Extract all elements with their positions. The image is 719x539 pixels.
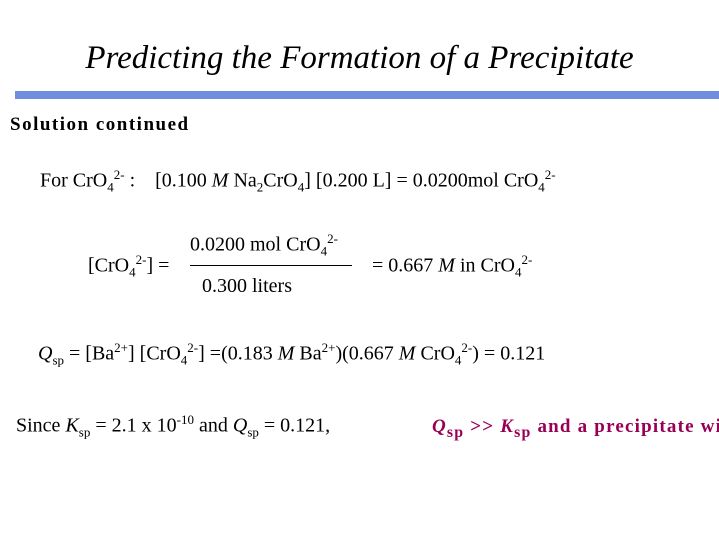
text-segment: 4 [297,179,305,195]
text-segment: For CrO [40,169,108,192]
text-segment: ] [0.200 L] = 0.0200mol CrO [304,169,539,192]
text-segment: 2- [113,167,125,182]
text-segment: Na [228,169,257,192]
text-segment: Q [232,414,248,437]
equation: For CrO42- : [0.100 M Na2CrO4] [0.200 L]… [40,167,556,196]
text-segment: sp [446,423,465,441]
text-segment: Q [38,342,53,365]
text-segment: 2- [327,231,338,246]
text-segment: Q [432,416,447,437]
text-segment: sp [78,424,91,440]
text-segment: = 2.1 x 10 [90,414,177,437]
text-segment: M [277,342,295,365]
text-segment: CrO [415,342,455,365]
equation: [CrO42-] = [88,252,169,281]
text-segment: 2+ [114,340,129,355]
text-segment: CrO [263,169,298,192]
text-segment: 0.0200 mol CrO [190,233,321,256]
text-segment: K [500,416,515,437]
text-segment: 2- [544,167,556,182]
subtitle: Solution continued [10,114,190,135]
text-segment: Ba [294,342,322,365]
text-segment: sp [247,424,259,440]
text-segment: and [193,414,233,437]
text-segment: M [438,254,455,277]
text-segment: Since [16,414,66,437]
fraction-bar [190,265,352,266]
slide-title: Predicting the Formation of a Precipitat… [85,40,634,76]
text-segment: 4 [538,179,545,195]
text-segment: 0.300 liters [202,275,292,297]
text-segment: >> [464,416,501,437]
text-segment: sp [514,423,532,441]
text-segment: 4 [514,264,522,280]
title-rule [15,91,719,99]
equation: Qsp = [Ba2+] [CrO42-] =(0.183 M Ba2+)(0.… [38,340,545,369]
text-segment: M [398,342,416,365]
text-segment: ) = 0.121 [472,342,546,365]
text-segment: ] = [146,254,170,277]
text-segment: 2 [256,179,264,195]
text-segment: 4 [180,352,188,368]
numerator: 0.0200 mol CrO42- [190,231,338,260]
text-segment: = [Ba [64,342,115,365]
text-segment: = 0.667 [372,254,439,277]
text-segment: 4 [454,352,462,368]
text-segment: in CrO [454,254,515,277]
text-segment: -10 [176,412,194,427]
text-segment: [CrO [88,254,130,277]
equation: Since Ksp = 2.1 x 10-10 and Qsp = 0.121, [16,412,330,441]
text-segment: 2+ [321,340,336,355]
text-segment: = 0.121, [258,414,331,437]
text-segment: 2- [135,252,147,267]
text-segment: sp [52,352,65,368]
conclusion: Qsp >> Ksp and a precipitate will form [432,413,719,447]
text-segment: 4 [320,243,328,259]
text-segment: M [211,169,229,192]
text-segment: ] [CrO [128,342,181,365]
text-segment: K [65,414,79,437]
text-segment: 4 [107,179,114,195]
equation: = 0.667 M in CrO42- [372,252,532,281]
denominator: 0.300 liters [202,275,292,298]
text-segment: ] =(0.183 [198,342,278,365]
text-segment: 2- [187,340,199,355]
text-segment: 2- [461,340,473,355]
text-segment: 2- [521,252,533,267]
text-segment: and a precipitate will form [537,416,719,437]
text-segment: )(0.667 [335,342,399,365]
text-segment: 4 [129,264,136,280]
text-segment: : [0.100 [124,169,212,192]
